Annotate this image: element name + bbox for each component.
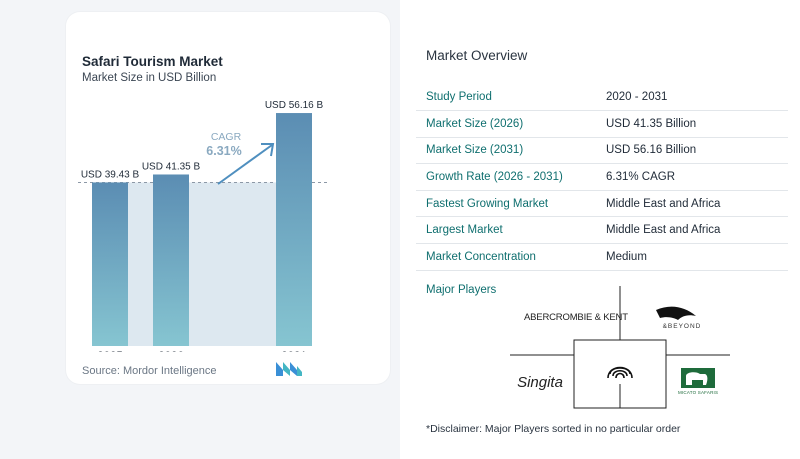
major-players-grid: ABERCROMBIE & KENT &BEYOND Singita MICAT… (510, 286, 730, 409)
overview-row-value: USD 41.35 Billion (606, 117, 697, 130)
data-label-2025: USD 39.43 B (81, 169, 140, 180)
chart-title: Safari Tourism Market (82, 54, 223, 69)
overview-table: Study Period 2020 - 2031 Market Size (2026… (416, 84, 788, 271)
svg-text:&BEYOND: &BEYOND (663, 323, 702, 330)
bar-2031 (276, 113, 312, 347)
svg-text:MICATO SAFARIS: MICATO SAFARIS (678, 390, 718, 395)
mordor-logo (276, 362, 302, 376)
overview-row: Market Concentration Medium (416, 244, 788, 271)
overview-row-label: Market Size (2031) (426, 144, 524, 157)
overview-row: Market Size (2026) USD 41.35 Billion (416, 111, 788, 138)
chart-card: Safari Tourism Market Market Size in USD… (66, 12, 390, 384)
player-andbeyond: &BEYOND (656, 306, 702, 330)
overview-row-label: Fastest Growing Market (426, 197, 549, 210)
chart-subtitle: Market Size in USD Billion (82, 72, 217, 84)
fingerprint-logo (607, 366, 633, 379)
overview-row-value: USD 56.16 Billion (606, 144, 697, 157)
overview-row-label: Market Size (2026) (426, 117, 524, 130)
overview-row-value: Middle East and Africa (606, 224, 721, 237)
data-label-2026: USD 41.35 B (142, 161, 201, 172)
overview-row: Study Period 2020 - 2031 (416, 84, 788, 111)
data-label-2031: USD 56.16 B (265, 100, 324, 111)
overview-row-label: Market Concentration (426, 250, 536, 263)
overview-row-label: Largest Market (426, 224, 503, 237)
elephant-icon (686, 372, 708, 385)
bar-2026 (153, 174, 189, 346)
major-players-label: Major Players (426, 284, 497, 296)
cagr-value: 6.31% (206, 144, 241, 158)
cagr-label: CAGR (211, 131, 242, 143)
overview-row-value: Middle East and Africa (606, 197, 721, 210)
overview-row-label: Growth Rate (2026 - 2031) (426, 171, 563, 184)
x-tick-2031: 2031 (281, 351, 307, 352)
overview-row-value: Medium (606, 250, 647, 263)
player-singita: Singita (517, 374, 563, 391)
market-overview-panel: Market Overview Study Period 2020 - 2031 M… (400, 0, 800, 459)
bar-chart: USD 39.43 B 2025 USD 41.35 B 2026 USD 56.16 … (78, 100, 328, 352)
cagr-arrowhead (261, 143, 275, 157)
overview-title: Market Overview (426, 48, 528, 63)
x-tick-2025: 2025 (97, 351, 123, 352)
disclaimer: *Disclaimer: Major Players sorted in no … (426, 423, 681, 435)
source-text: Source: Mordor Intelligence (82, 365, 217, 377)
eagle-icon (656, 306, 696, 320)
player-abercrombie-kent: ABERCROMBIE & KENT (524, 312, 628, 323)
overview-row: Growth Rate (2026 - 2031) 6.31% CAGR (416, 164, 788, 191)
x-tick-2026: 2026 (158, 351, 184, 352)
baseline-band (92, 182, 312, 346)
overview-row: Fastest Growing Market Middle East and Af… (416, 190, 788, 217)
overview-row-value: 6.31% CAGR (606, 171, 676, 184)
player-micato-safaris: MICATO SAFARIS (678, 368, 718, 395)
overview-row: Largest Market Middle East and Africa (416, 217, 788, 244)
overview-row-label: Study Period (426, 91, 492, 104)
cagr-arrow (217, 144, 273, 185)
overview-row: Market Size (2031) USD 56.16 Billion (416, 137, 788, 164)
overview-row-value: 2020 - 2031 (606, 91, 668, 104)
bar-2025 (92, 182, 128, 346)
